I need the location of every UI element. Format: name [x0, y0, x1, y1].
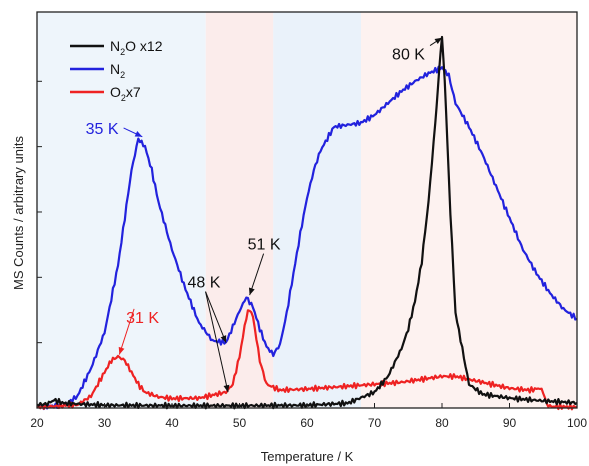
legend: N2O x12 N2 O2x7: [70, 38, 163, 103]
legend-label-0: N2O x12: [110, 38, 163, 57]
annotation-arrowhead-1: [134, 131, 143, 137]
x-tick-label-0: 20: [30, 416, 44, 430]
x-tick-label-7: 90: [503, 416, 517, 430]
band-1: [205, 12, 274, 408]
x-tick-label-1: 30: [98, 416, 112, 430]
x-tick-label-8: 100: [567, 416, 587, 430]
annotation-arrowhead-0: [434, 37, 442, 45]
x-axis-title: Temperature / K: [261, 449, 354, 464]
annotation-arrow-3: [205, 291, 227, 343]
series-line-2: [36, 309, 578, 411]
band-2: [273, 12, 361, 408]
series-line-1: [36, 65, 578, 411]
annotation-label-1: 35 K: [86, 121, 119, 138]
annotation-arrowhead-2: [248, 287, 255, 296]
series-group: [36, 35, 578, 411]
annotation-arrow-2: [249, 253, 265, 296]
legend-label-2: O2x7: [110, 84, 141, 103]
annotation-arrow-48k-b: [205, 291, 229, 393]
annotation-arrowhead-48k-b: [223, 384, 230, 393]
background-bands: [37, 12, 577, 408]
x-tick-label-6: 80: [435, 416, 449, 430]
band-0: [37, 12, 206, 408]
x-tick-label-3: 50: [233, 416, 247, 430]
annotation-label-3: 48 K: [188, 275, 221, 292]
annotation-label-0: 80 K: [392, 47, 425, 64]
legend-label-1: N2: [110, 61, 125, 80]
annotation-arrowhead-4: [118, 346, 125, 355]
annotation-arrow-4: [118, 308, 135, 355]
annotation-arrowhead-3: [220, 335, 227, 343]
x-tick-label-2: 40: [165, 416, 179, 430]
y-axis-title: MS Counts / arbitrary units: [11, 136, 26, 290]
annotations: 80 K 35 K 51 K 48 K 31 K: [86, 37, 443, 393]
x-tick-label-4: 60: [300, 416, 314, 430]
x-tick-label-5: 70: [368, 416, 382, 430]
axes: 20 30 40 50 60 70 80 90 100: [30, 11, 587, 430]
series-line-0: [36, 35, 578, 410]
annotation-label-2: 51 K: [248, 237, 281, 254]
band-3: [361, 12, 577, 408]
annotation-label-4: 31 K: [126, 310, 159, 327]
